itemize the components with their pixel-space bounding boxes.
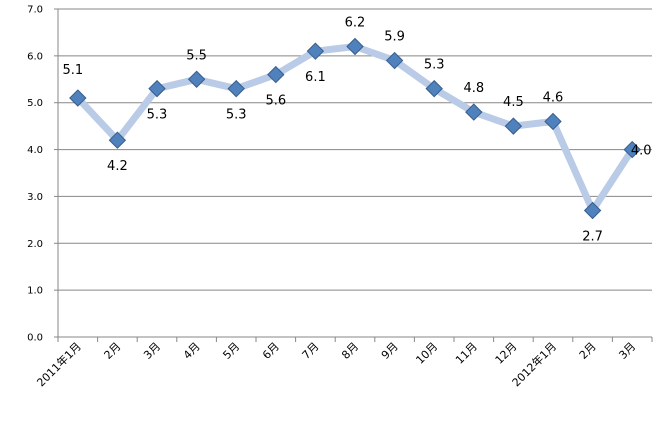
- y-tick-label: 2.0: [27, 239, 43, 250]
- x-tick-label: 7月: [300, 340, 322, 362]
- data-label: 5.5: [186, 48, 207, 63]
- data-label: 6.2: [345, 15, 366, 30]
- y-tick-label: 1.0: [27, 286, 43, 297]
- x-tick-label: 2011年1月: [34, 339, 84, 389]
- data-label: 4.0: [631, 144, 652, 159]
- data-point-marker: [108, 131, 127, 149]
- data-point-marker: [187, 70, 206, 88]
- grid-layer: [58, 8, 652, 291]
- x-tick-label: 10月: [413, 340, 440, 367]
- x-tick-label: 6月: [260, 340, 282, 362]
- data-label-layer: 5.1 4.2 5.3 5.5 5.3 5.6 6.1 6.2 5.9 5.3 4.8 4.5 4.6 2…: [62, 15, 651, 244]
- series-line-layer: [74, 43, 636, 214]
- data-point-marker: [465, 103, 483, 121]
- data-point-marker: [148, 79, 166, 98]
- y-tick-label: 0.0: [27, 333, 43, 344]
- data-point-marker: [69, 89, 87, 107]
- x-tick-label: 9月: [379, 340, 401, 362]
- x-tick-label: 12月: [493, 340, 520, 367]
- x-tick-label: 2月: [577, 340, 599, 362]
- data-label: 4.6: [543, 90, 564, 105]
- data-point-marker: [623, 140, 641, 159]
- data-label: 5.9: [384, 30, 405, 45]
- data-label: 5.3: [226, 108, 247, 123]
- data-point-marker: [544, 112, 562, 131]
- y-tick-label: 6.0: [27, 51, 43, 62]
- data-point-marker: [267, 65, 285, 84]
- data-point-marker: [227, 79, 245, 98]
- data-point-marker: [504, 117, 523, 135]
- y-tick-label: 7.0: [27, 5, 43, 16]
- y-tick-label: 5.0: [27, 98, 43, 109]
- x-tick-label: 2月: [102, 340, 124, 362]
- data-label: 4.5: [503, 95, 524, 110]
- data-label: 4.2: [107, 159, 128, 174]
- data-label: 5.1: [62, 63, 83, 78]
- x-tick-label: 3月: [616, 340, 638, 362]
- x-tick-label: 5月: [220, 340, 242, 362]
- data-label: 5.3: [424, 58, 445, 73]
- marker-layer: [69, 37, 641, 220]
- data-point-marker: [425, 79, 443, 98]
- data-point-marker: [583, 201, 602, 220]
- data-point-marker: [346, 37, 364, 56]
- data-point-marker: [385, 51, 404, 70]
- data-point-marker: [306, 42, 325, 60]
- axis-layer: 0.0 1.0 2.0 3.0 4.0 5.0 6.0 7.0 2011年1月 2月 3月 4月 5月 6…: [27, 5, 653, 389]
- x-tick-label: 3月: [141, 340, 163, 362]
- y-tick-label: 4.0: [27, 145, 43, 156]
- x-tick-label: 8月: [339, 340, 361, 362]
- x-tick-label: 4月: [181, 340, 203, 362]
- series-line: [74, 43, 636, 214]
- data-label: 5.3: [147, 108, 168, 123]
- data-label: 5.6: [265, 94, 286, 109]
- data-label: 2.7: [582, 229, 603, 244]
- y-tick-label: 3.0: [27, 192, 43, 203]
- data-label: 6.1: [305, 70, 326, 85]
- x-tick-label: 11月: [453, 340, 480, 367]
- data-label: 4.8: [463, 81, 484, 96]
